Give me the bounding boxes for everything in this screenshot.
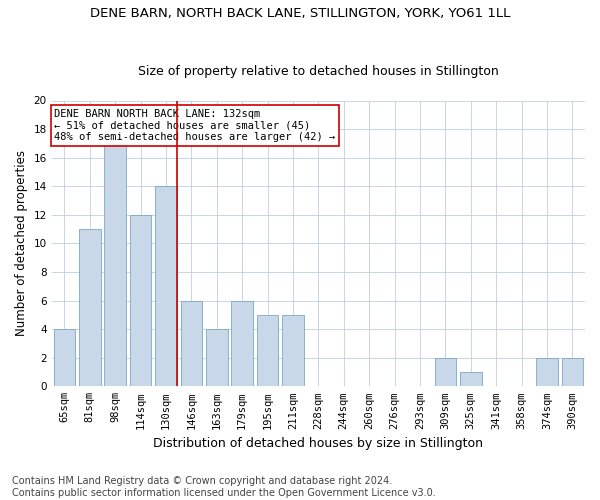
Bar [181,300,202,386]
Bar [155,186,177,386]
X-axis label: Distribution of detached houses by size in Stillington: Distribution of detached houses by size … [154,437,484,450]
Bar [536,358,557,386]
Bar [104,144,126,386]
Bar [434,358,456,386]
Bar [206,329,227,386]
Bar [282,315,304,386]
Title: Size of property relative to detached houses in Stillington: Size of property relative to detached ho… [138,66,499,78]
Bar [79,229,101,386]
Bar [460,372,482,386]
Text: DENE BARN, NORTH BACK LANE, STILLINGTON, YORK, YO61 1LL: DENE BARN, NORTH BACK LANE, STILLINGTON,… [90,8,510,20]
Text: Contains HM Land Registry data © Crown copyright and database right 2024.
Contai: Contains HM Land Registry data © Crown c… [12,476,436,498]
Bar [53,329,75,386]
Y-axis label: Number of detached properties: Number of detached properties [15,150,28,336]
Bar [130,215,151,386]
Text: DENE BARN NORTH BACK LANE: 132sqm
← 51% of detached houses are smaller (45)
48% : DENE BARN NORTH BACK LANE: 132sqm ← 51% … [55,109,335,142]
Bar [257,315,278,386]
Bar [562,358,583,386]
Bar [232,300,253,386]
